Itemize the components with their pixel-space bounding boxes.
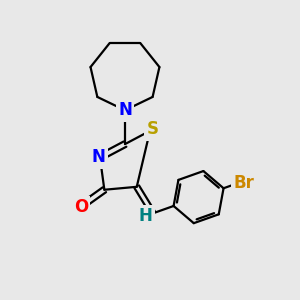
Text: H: H [139, 207, 152, 225]
Text: N: N [118, 101, 132, 119]
Text: O: O [74, 198, 88, 216]
Text: Br: Br [234, 174, 255, 192]
Text: S: S [147, 120, 159, 138]
Text: N: N [92, 148, 105, 166]
